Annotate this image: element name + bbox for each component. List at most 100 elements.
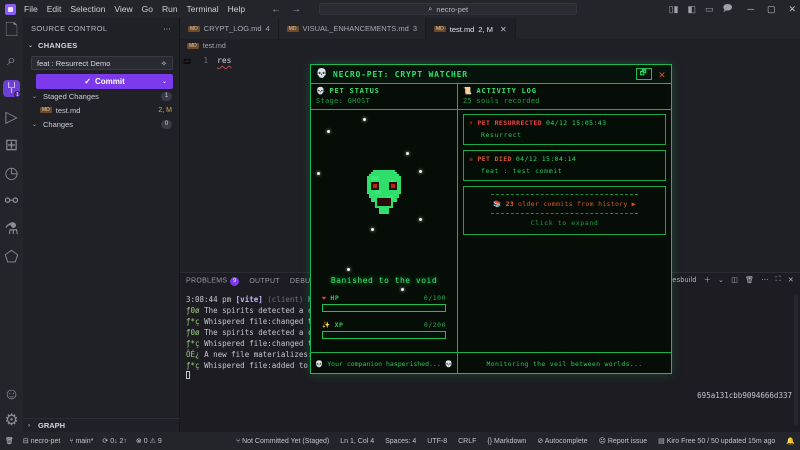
status-eol[interactable]: CRLF (458, 437, 477, 445)
tab-visual-enhancements[interactable]: MD VISUAL_ENHANCEMENTS.md 3 (279, 18, 426, 39)
extensions-icon[interactable]: ⊞ (4, 136, 19, 154)
panel-left-icon[interactable]: ▯▮ (668, 3, 679, 14)
more-icon[interactable]: ⋯ (163, 23, 171, 33)
chevron-down-icon[interactable]: ⌄ (161, 79, 167, 85)
close-icon[interactable]: ✕ (499, 24, 507, 34)
chevron-down-icon: ⌄ (32, 121, 38, 128)
tab-label: test.md (449, 24, 475, 34)
maximize-button[interactable]: ▢ (766, 3, 776, 14)
sparkle-icon[interactable]: ✧ (160, 58, 167, 68)
older-commits-row[interactable]: 📚 23 older commits from history ▶ (469, 200, 660, 208)
maximize-panel-icon[interactable]: ⛶ (775, 276, 781, 283)
status-report-issue[interactable]: ☹ Report issue (599, 437, 648, 445)
commit-message-input[interactable]: feat : Resurrect Demo ✧ (31, 56, 173, 70)
menu-terminal[interactable]: Terminal (186, 4, 219, 14)
necro-title-bar[interactable]: 💀 NECRO-PET: CRYPT WATCHER 🗗 ✕ (311, 65, 671, 84)
terminal-text: Whispered file:changed to t (204, 317, 326, 326)
commit-button[interactable]: ✓ Commit ⌄ (36, 74, 173, 89)
tab-problems[interactable]: PROBLEMS 9 (186, 276, 240, 286)
terminal-text: The spirits detected a chan (204, 306, 326, 315)
status-indentation[interactable]: Spaces: 4 (385, 437, 417, 445)
skull-icon: 💀 (316, 87, 326, 95)
menu-view[interactable]: View (114, 4, 133, 14)
container-icon[interactable]: ⬠ (4, 248, 19, 266)
testing-icon[interactable]: ⚗ (4, 220, 19, 238)
panel-split-icon[interactable]: ◧ (687, 3, 697, 14)
older-commits-card[interactable]: 📚 23 older commits from history ▶ Click … (463, 186, 666, 235)
status-language-label: Markdown (494, 437, 527, 445)
menu-help[interactable]: Help (227, 4, 246, 14)
activity-log-pane: 📜 ACTIVITY LOG 25 souls recorded ⚡ PET R… (458, 84, 671, 352)
status-problems[interactable]: ⊗ 0 ⚠ 9 (136, 437, 162, 445)
status-autocomplete[interactable]: ⊘ Autocomplete (537, 437, 587, 445)
status-commit-state[interactable]: ⑂ Not Committed Yet (Staged) (236, 438, 329, 445)
log-event: PET DIED (477, 155, 512, 163)
back-arrow-icon[interactable]: ← (271, 3, 282, 15)
breadcrumb[interactable]: MD test.md (180, 39, 800, 53)
restore-icon[interactable]: 🗗 (635, 68, 652, 80)
menu-edit[interactable]: Edit (46, 4, 62, 14)
status-trash-icon[interactable]: 🗑 (5, 438, 14, 445)
particle (406, 152, 409, 155)
kill-terminal-icon[interactable]: 🗑 (745, 277, 755, 284)
terminal-name-label: esbuild (672, 277, 697, 284)
navigation-arrows[interactable]: ← → (271, 4, 301, 15)
notifications-bell-icon[interactable]: 🔔 (786, 438, 795, 445)
more-icon[interactable]: ⋯ (761, 277, 769, 284)
status-encoding[interactable]: UTF-8 (427, 437, 448, 445)
menu-go[interactable]: Go (141, 4, 153, 14)
terminal-prefix: ƒ0ø (186, 306, 200, 315)
particle (363, 118, 366, 121)
editor-tab-bar: MD CRYPT_LOG.md 4 MD VISUAL_ENHANCEMENTS… (180, 18, 800, 39)
particle (347, 268, 350, 271)
tab-output[interactable]: OUTPUT (249, 277, 280, 285)
forward-arrow-icon[interactable]: → (291, 3, 302, 15)
status-kiro[interactable]: ▤ Kiro Free 50 / 50 updated 15m ago (658, 437, 775, 445)
settings-gear-icon[interactable]: ⚙ (4, 411, 19, 429)
add-terminal-icon[interactable]: ＋ (703, 277, 712, 284)
terminal-output[interactable]: 3:08:44 pm [vite] (client) hmr u ƒ0ø The… (180, 289, 800, 382)
close-icon[interactable]: ✕ (658, 67, 666, 81)
explorer-icon[interactable]: 🗋 (5, 22, 18, 39)
staged-changes-row[interactable]: ⌄ Staged Changes 1 (23, 89, 179, 103)
tab-label: CRYPT_LOG.md (203, 24, 262, 33)
terminal-scrollbar[interactable] (794, 295, 798, 425)
menu-run[interactable]: Run (161, 4, 178, 14)
tab-crypt-log[interactable]: MD CRYPT_LOG.md 4 (180, 18, 279, 39)
graph-section[interactable]: › GRAPH (23, 418, 180, 432)
chevron-down-icon[interactable]: ⌄ (718, 277, 725, 284)
status-repo-label: necro-pet (30, 438, 61, 445)
status-sync[interactable]: ⟳ 0↓ 2↑ (102, 437, 127, 445)
tab-test-md[interactable]: MD test.md 2, M ✕ (425, 18, 516, 39)
chat-icon[interactable]: 🗩 (722, 3, 733, 13)
command-search-input[interactable]: ⌕ necro-pet (319, 3, 578, 15)
necro-pet-window[interactable]: 💀 NECRO-PET: CRYPT WATCHER 🗗 ✕ 💀 PET STA… (310, 64, 672, 374)
log-entry[interactable]: ☠ PET DIED 04/12 15:04:14 feat : test co… (463, 150, 666, 181)
run-debug-icon[interactable]: ▷ (5, 108, 18, 126)
status-language[interactable]: {} Markdown (487, 438, 526, 445)
staged-file-row[interactable]: MD test.md 2, M (23, 103, 179, 117)
section-changes[interactable]: ⌄ CHANGES (23, 38, 179, 53)
split-terminal-icon[interactable]: ◫ (731, 277, 739, 284)
minimize-button[interactable]: ─ (747, 3, 754, 14)
status-branch[interactable]: ⑂ main* (69, 438, 93, 445)
close-panel-icon[interactable]: ✕ (787, 277, 794, 284)
menu-selection[interactable]: Selection (70, 4, 106, 14)
changes-row[interactable]: ⌄ Changes 0 (23, 117, 179, 131)
code-editor[interactable]: 🜲 1 res (180, 53, 800, 278)
account-icon[interactable]: ☺ (3, 385, 20, 403)
menu-file[interactable]: File (24, 4, 38, 14)
source-control-icon[interactable]: ⑂ 1 (3, 80, 21, 98)
log-entry[interactable]: ⚡ PET RESURRECTED 04/12 15:05:43 Resurre… (463, 114, 666, 145)
status-cursor-position[interactable]: Ln 1, Col 4 (340, 437, 375, 445)
menu-bar[interactable]: File Edit Selection View Go Run Terminal… (24, 4, 245, 14)
search-icon[interactable]: ⌕ (7, 51, 16, 69)
graph-icon[interactable]: ⚯ (4, 192, 19, 210)
status-repo[interactable]: ⊟ necro-pet (23, 437, 60, 445)
timeline-icon[interactable]: ◷ (4, 164, 19, 182)
window-controls[interactable]: ─ ▢ ✕ (748, 4, 796, 15)
close-button[interactable]: ✕ (788, 3, 796, 14)
pet-sprite-ghost-icon[interactable] (361, 168, 407, 222)
terminal-text: Whispered file:added to the (204, 361, 326, 370)
panel-bottom-icon[interactable]: ▭ (705, 3, 714, 14)
